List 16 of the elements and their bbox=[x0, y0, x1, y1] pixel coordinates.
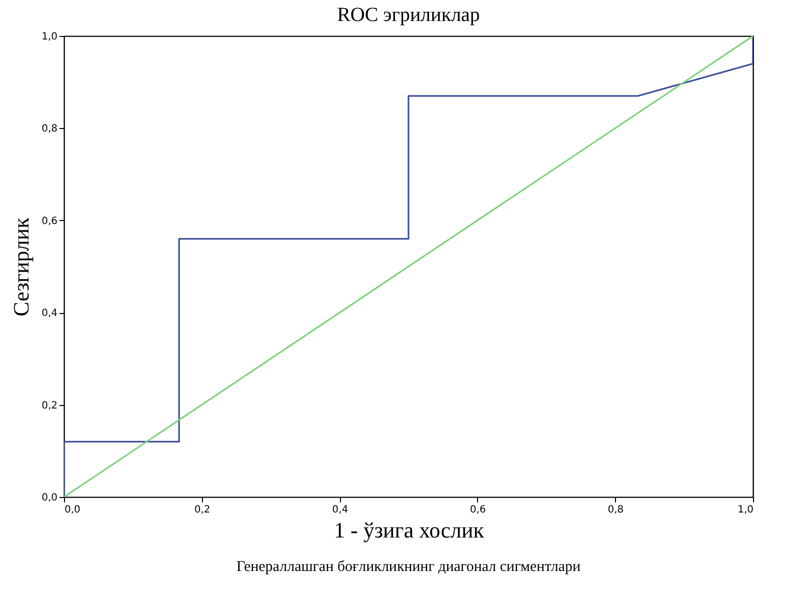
x-tick-label: 0,2 bbox=[194, 504, 210, 516]
y-tick-label: 0,6 bbox=[42, 216, 58, 227]
x-tick-label: 0,6 bbox=[470, 504, 486, 516]
y-tick-label: 0,4 bbox=[42, 308, 58, 320]
y-tick-label: 0,8 bbox=[42, 124, 58, 135]
x-tick-label: 0,4 bbox=[332, 504, 348, 516]
y-tick-label: 1,0 bbox=[42, 32, 58, 42]
chart-title: ROC эгриликлар bbox=[337, 4, 480, 26]
x-tick-label: 1,0 bbox=[738, 504, 754, 516]
x-axis-title: 1 - ўзига хослик bbox=[334, 518, 484, 542]
y-axis-title: Сезгирлик bbox=[8, 217, 34, 316]
x-tick-label: 0,8 bbox=[608, 504, 624, 516]
text: Генераллашган боғликликнинг диагонал сигментлари bbox=[236, 559, 581, 575]
x-tick-label: 0,0 bbox=[64, 504, 80, 516]
y-tick-label: 0,0 bbox=[42, 492, 58, 504]
y-tick-label: 0,2 bbox=[42, 400, 58, 412]
